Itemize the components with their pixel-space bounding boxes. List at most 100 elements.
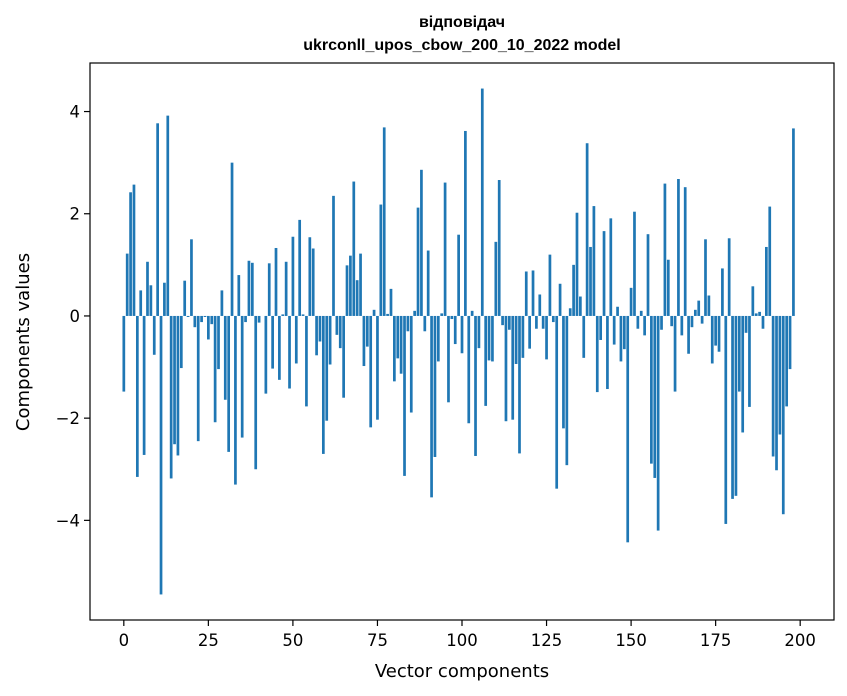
bar-110	[494, 241, 498, 316]
bar-17	[179, 315, 183, 369]
bar-54	[305, 315, 308, 407]
y-tick-label--4: −4	[56, 511, 80, 530]
bar-84	[406, 315, 410, 332]
x-tick-label-0: 0	[119, 631, 130, 650]
bar-94	[440, 313, 444, 316]
bar-197	[788, 315, 792, 370]
bar-167	[687, 315, 690, 354]
bar-38	[250, 262, 254, 316]
bar-52	[298, 219, 302, 316]
bar-123	[538, 294, 542, 316]
bar-95	[443, 182, 447, 316]
bar-11	[159, 315, 163, 595]
bar-26	[210, 315, 214, 325]
bar-107	[484, 315, 488, 406]
bar-135	[579, 296, 582, 316]
bar-192	[771, 315, 775, 457]
x-tick-label-25: 25	[198, 631, 219, 650]
bar-63	[335, 315, 339, 335]
bar-146	[616, 306, 619, 316]
bar-45	[274, 247, 278, 316]
bar-66	[345, 265, 349, 316]
bar-114	[507, 315, 511, 330]
bar-28	[217, 315, 220, 370]
bar-79	[389, 288, 393, 316]
bar-36	[244, 315, 247, 323]
x-axis-ticks: 0 25 50 75 100 125 150 175 200	[119, 620, 816, 650]
bar-39	[254, 315, 258, 470]
bar-115	[511, 315, 515, 420]
bar-46	[278, 315, 281, 380]
bar-74	[372, 309, 376, 316]
bar-158	[656, 315, 660, 531]
bar-144	[609, 218, 613, 316]
bar-159	[660, 315, 663, 330]
bar-185	[748, 315, 751, 407]
y-tick-label-2: 2	[70, 205, 81, 224]
bar-173	[707, 295, 711, 316]
bar-165	[680, 315, 684, 336]
bar-111	[497, 180, 501, 316]
bar-42	[264, 315, 268, 394]
bar-47	[281, 314, 285, 316]
bar-27	[213, 315, 217, 423]
bar-142	[602, 231, 606, 316]
bar-22	[196, 315, 200, 442]
bar-150	[629, 287, 633, 316]
bar-147	[619, 315, 623, 362]
bar-157	[653, 315, 657, 478]
bar-168	[690, 315, 694, 328]
bar-29	[220, 290, 224, 316]
bar-172	[704, 239, 707, 316]
x-tick-label-175: 175	[700, 631, 732, 650]
bar-100	[460, 315, 464, 354]
bar-136	[582, 315, 586, 358]
bar-98	[453, 315, 457, 345]
bar-191	[768, 206, 772, 316]
bar-198	[792, 128, 795, 316]
bar-175	[714, 315, 717, 346]
bar-33	[234, 315, 237, 485]
bar-85	[409, 315, 413, 413]
bar-113	[504, 315, 508, 422]
y-tick-label-4: 4	[70, 103, 81, 122]
bar-92	[433, 315, 437, 457]
bar-82	[399, 315, 403, 374]
bar-31	[227, 315, 231, 452]
bar-121	[531, 270, 535, 316]
bar-180	[731, 315, 734, 499]
y-axis-ticks: −4 −2 0 2 4	[56, 103, 90, 530]
bar-133	[572, 264, 575, 316]
bar-152	[636, 315, 640, 329]
bar-55	[308, 237, 312, 316]
bar-32	[230, 162, 234, 316]
bar-40	[257, 315, 261, 323]
bar-43	[267, 263, 271, 316]
bar-88	[420, 169, 423, 316]
x-axis-label: Vector components	[375, 661, 549, 682]
bar-140	[595, 315, 599, 393]
bar-108	[487, 315, 491, 361]
bar-124	[541, 315, 545, 329]
bar-81	[396, 315, 400, 359]
bar-188	[758, 311, 761, 316]
bar-20	[190, 239, 193, 316]
y-axis-label: Components values	[13, 253, 34, 431]
bar-171	[700, 315, 704, 324]
bar-178	[724, 315, 728, 524]
bar-68	[352, 181, 356, 316]
bar-119	[524, 271, 528, 316]
bar-60	[325, 315, 329, 421]
bar-160	[663, 183, 667, 316]
bars-group	[122, 88, 795, 595]
bar-50	[291, 236, 295, 316]
bar-195	[781, 315, 785, 515]
bar-24	[203, 315, 207, 317]
bar-174	[710, 315, 714, 364]
bar-145	[612, 315, 616, 345]
bar-1	[125, 253, 129, 316]
bar-89	[423, 315, 427, 332]
bar-99	[457, 234, 460, 316]
bar-117	[518, 315, 521, 454]
